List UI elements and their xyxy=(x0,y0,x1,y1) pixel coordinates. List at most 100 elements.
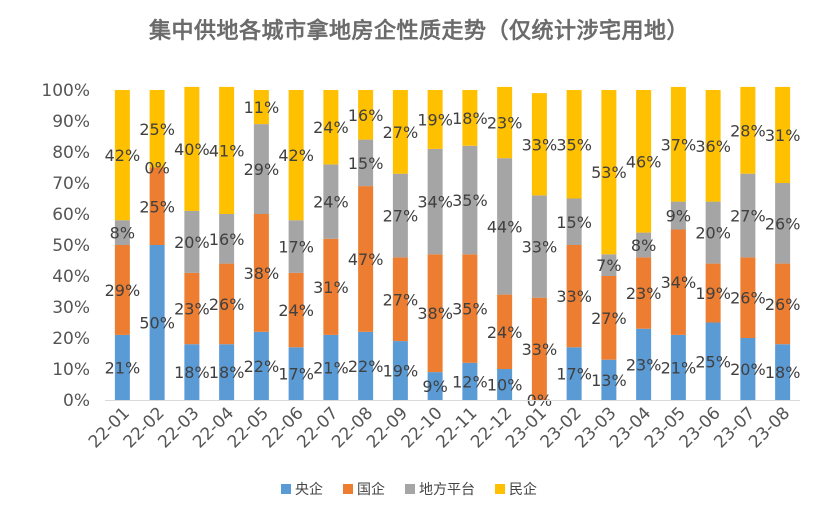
bar-segment xyxy=(392,341,408,400)
legend-swatch xyxy=(405,484,415,494)
bar-segment xyxy=(531,93,547,196)
bar-segment xyxy=(184,210,200,273)
bar-segment xyxy=(253,90,269,125)
data-label: 34% xyxy=(661,273,697,292)
bar-segment xyxy=(670,86,686,202)
bar-segment xyxy=(705,201,721,264)
bar-segment xyxy=(705,322,721,400)
bar-segment xyxy=(462,254,478,363)
bar-segment xyxy=(219,86,235,214)
bar-segment xyxy=(636,232,652,258)
data-label: 18% xyxy=(174,363,210,382)
data-label: 27% xyxy=(730,207,766,226)
data-label: 22% xyxy=(348,357,384,376)
bar-segment xyxy=(601,276,617,360)
bar-segment xyxy=(497,294,513,369)
data-label: 37% xyxy=(661,135,697,154)
data-label: 23% xyxy=(487,114,523,133)
bar-segment xyxy=(149,245,165,400)
legend-label: 民企 xyxy=(509,481,537,498)
data-label: 13% xyxy=(591,371,627,390)
data-label: 35% xyxy=(452,300,488,319)
bar-segment xyxy=(392,90,408,174)
bar-segment xyxy=(566,90,582,199)
data-label: 24% xyxy=(278,301,314,320)
data-label: 27% xyxy=(591,309,627,328)
legend-swatch xyxy=(495,484,505,494)
bar-segment xyxy=(740,86,756,174)
bar-segment xyxy=(497,158,513,295)
chart-title: 集中供地各城市拿地房企性质走势（仅统计涉宅用地） xyxy=(148,18,689,44)
data-label: 19% xyxy=(383,362,419,381)
y-tick-label: 90% xyxy=(52,112,90,132)
data-label: 21% xyxy=(105,358,141,377)
bar-segment xyxy=(323,164,339,239)
data-label: 31% xyxy=(765,126,801,145)
x-axis: 22-0122-0222-0322-0422-0522-0622-0722-08… xyxy=(85,400,800,452)
data-label: 17% xyxy=(278,238,314,257)
bar-segment xyxy=(253,124,269,214)
data-label: 33% xyxy=(522,340,558,359)
data-label: 9% xyxy=(422,377,447,396)
data-label: 10% xyxy=(487,376,523,395)
bar-segment xyxy=(775,183,791,264)
bar-segment xyxy=(775,86,791,183)
y-tick-label: 70% xyxy=(52,174,90,194)
data-label: 16% xyxy=(348,106,384,125)
legend-item: 地方平台 xyxy=(405,482,475,498)
data-labels: 21%29%8%42%50%25%0%25%18%23%20%40%18%26%… xyxy=(105,98,801,410)
data-label: 25% xyxy=(139,120,175,139)
data-label: 17% xyxy=(278,365,314,384)
bar-segment xyxy=(427,372,443,400)
bar-segment xyxy=(775,344,791,400)
bar-segment xyxy=(670,201,686,230)
data-label: 35% xyxy=(556,135,592,154)
data-label: 24% xyxy=(313,193,349,212)
data-label: 0% xyxy=(144,159,169,178)
data-label: 36% xyxy=(695,137,731,156)
legend-item: 国企 xyxy=(343,481,385,498)
data-label: 27% xyxy=(383,123,419,142)
bar-segment xyxy=(705,263,721,323)
bar-segment xyxy=(219,344,235,400)
legend-swatch xyxy=(343,484,353,494)
data-label: 18% xyxy=(209,363,245,382)
bar-segment xyxy=(740,173,756,258)
y-tick-label: 50% xyxy=(52,236,90,256)
data-label: 46% xyxy=(626,152,662,171)
y-axis: 0% 10% 20% 30% 40% 50% 60% 70% 80% 90% 100% xyxy=(41,81,90,411)
data-label: 53% xyxy=(591,163,627,182)
data-label: 8% xyxy=(110,224,135,243)
bar-segment xyxy=(462,362,478,400)
data-label: 18% xyxy=(452,109,488,128)
bar-segment xyxy=(601,90,617,255)
data-label: 20% xyxy=(695,224,731,243)
data-label: 24% xyxy=(313,118,349,137)
legend-label: 国企 xyxy=(357,481,385,498)
bar-segment xyxy=(740,338,756,400)
bar-segment xyxy=(358,139,374,187)
data-label: 20% xyxy=(730,360,766,379)
bar-segment xyxy=(184,272,200,345)
data-label: 26% xyxy=(765,214,801,233)
y-tick-label: 30% xyxy=(52,298,90,318)
bar-segment xyxy=(253,214,269,332)
bar-segment xyxy=(531,195,547,298)
bar-segment xyxy=(323,238,339,335)
bar-segment xyxy=(114,220,130,245)
data-label: 44% xyxy=(487,217,523,236)
data-label: 42% xyxy=(105,146,141,165)
bar-segment xyxy=(497,86,513,159)
data-label: 26% xyxy=(730,289,766,308)
bar-segment xyxy=(462,90,478,146)
data-label: 38% xyxy=(417,304,453,323)
y-tick-label: 20% xyxy=(52,329,90,349)
data-label: 47% xyxy=(348,250,384,269)
bar-segment xyxy=(531,297,547,400)
legend-item: 央企 xyxy=(281,481,323,498)
data-label: 26% xyxy=(209,295,245,314)
data-label: 27% xyxy=(383,207,419,226)
legend-label: 地方平台 xyxy=(419,482,475,498)
data-label: 11% xyxy=(244,98,280,117)
